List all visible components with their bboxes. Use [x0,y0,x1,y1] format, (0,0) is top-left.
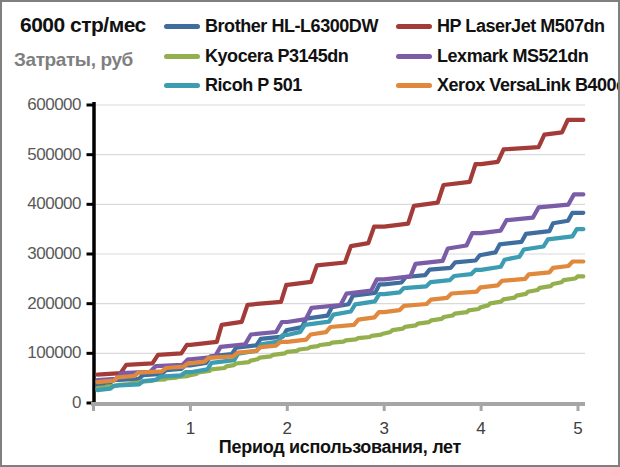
y-tick-label: 200000 [2,294,81,314]
x-tick-label: 4 [461,419,501,439]
y-tick-label: 400000 [2,194,81,214]
x-tick-label: 5 [558,419,598,439]
plot-area [2,2,620,467]
y-tick-label: 0 [2,393,81,413]
y-tick-label: 300000 [2,244,81,264]
x-tick-label: 3 [364,419,404,439]
x-axis-title: Период использования, лет [94,437,586,458]
y-tick-label: 500000 [2,145,81,165]
y-tick-label: 600000 [2,95,81,115]
x-tick-label: 2 [267,419,307,439]
x-tick-label: 1 [170,419,210,439]
chart-frame: 6000 стр/мес Затраты, руб Brother HL-L63… [0,0,620,467]
series-line-hp-laserjet-m507dn [97,120,583,375]
y-tick-label: 100000 [2,343,81,363]
